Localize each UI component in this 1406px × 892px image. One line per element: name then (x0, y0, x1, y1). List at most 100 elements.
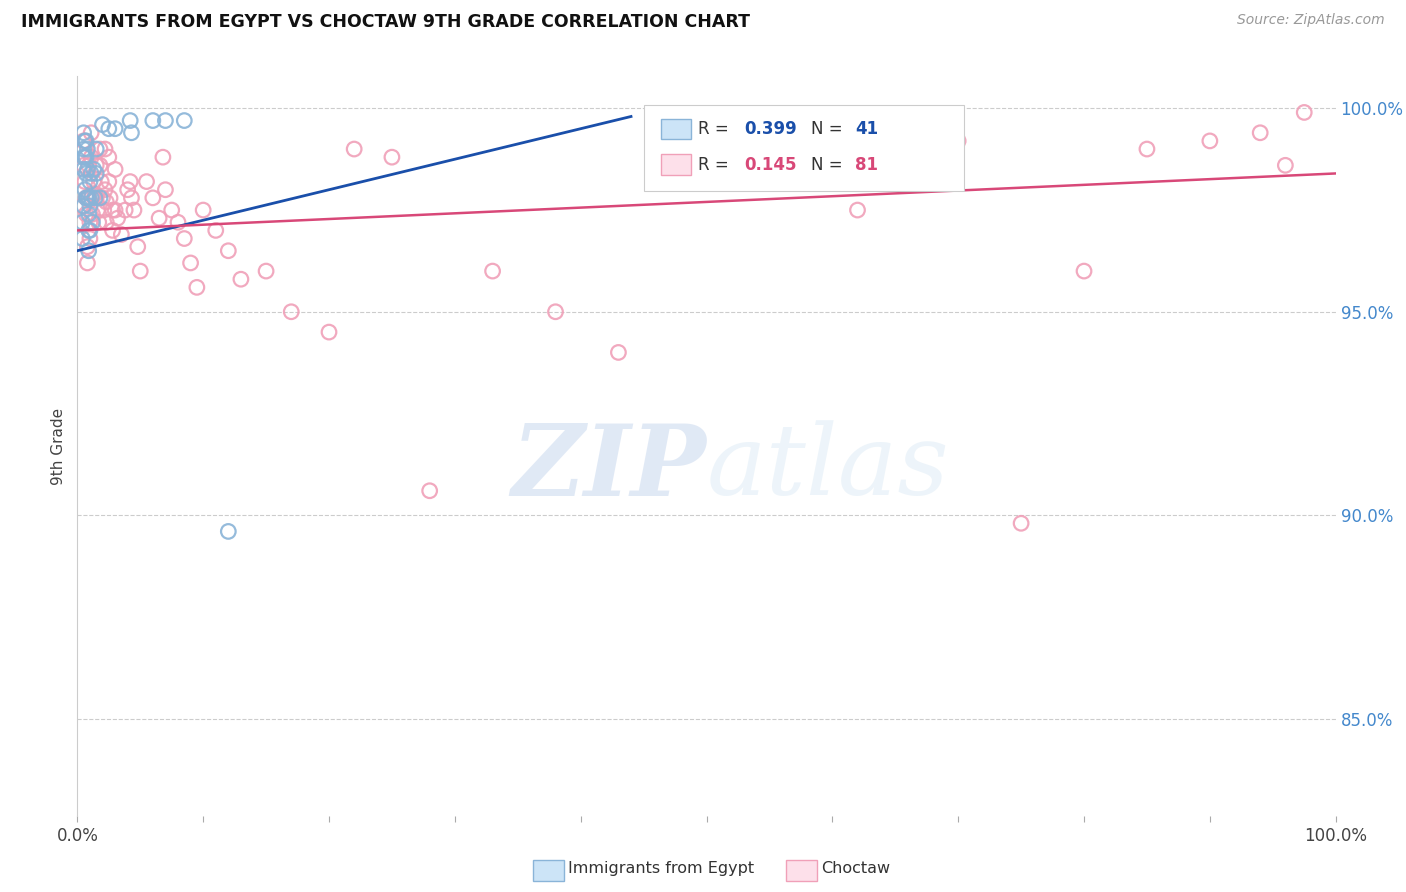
Point (96, 215, 118, 229)
Text: R =: R = (697, 156, 734, 174)
Point (77, 244, 100, 258)
Point (73, 150, 96, 164)
Text: 0.399: 0.399 (744, 120, 797, 138)
Point (98, 191, 121, 205)
Point (1199, 134, 1222, 148)
Point (1136, 142, 1159, 156)
Text: Immigrants from Egypt: Immigrants from Egypt (568, 862, 754, 876)
Point (84, 191, 107, 205)
Text: Choctaw: Choctaw (821, 862, 890, 876)
Point (77, 191, 100, 205)
Point (1274, 158, 1296, 172)
Point (142, 191, 165, 205)
Point (142, 113, 165, 128)
Point (75, 134, 97, 148)
Point (75, 191, 97, 205)
Point (97, 175, 120, 189)
Point (84, 191, 107, 205)
Point (73, 175, 96, 189)
Point (91, 191, 114, 205)
Point (90, 175, 112, 189)
Point (846, 202, 869, 217)
Point (696, 110, 718, 124)
Point (607, 345, 630, 359)
Point (72, 158, 94, 172)
Point (94, 142, 117, 156)
Point (127, 240, 149, 254)
FancyBboxPatch shape (644, 105, 965, 191)
Point (160, 202, 183, 217)
Point (91, 118, 114, 132)
Point (155, 183, 177, 197)
Point (84, 166, 107, 180)
Text: 41: 41 (855, 120, 879, 138)
Point (72, 231, 94, 245)
Point (1249, 126, 1271, 140)
Point (758, 162, 780, 177)
Point (217, 524, 239, 539)
Point (96, 194, 118, 209)
Point (318, 325, 340, 339)
Point (101, 202, 124, 217)
Point (80, 166, 103, 180)
Text: N =: N = (811, 156, 848, 174)
Point (122, 202, 145, 217)
FancyBboxPatch shape (661, 154, 692, 175)
Point (104, 121, 127, 136)
Point (75, 166, 97, 180)
Point (87, 215, 110, 229)
Point (75, 207, 97, 221)
Point (80, 191, 103, 205)
Point (229, 272, 252, 286)
Point (120, 175, 142, 189)
Point (89, 142, 111, 156)
Point (72, 142, 94, 156)
Point (110, 227, 132, 242)
Point (79, 231, 101, 245)
Point (72, 134, 94, 148)
Text: R =: R = (697, 120, 734, 138)
Point (77, 207, 100, 221)
Point (82, 215, 104, 229)
Point (120, 126, 142, 140)
Point (77, 191, 100, 205)
Point (72, 126, 94, 140)
Point (1073, 264, 1095, 278)
Point (84, 186, 107, 201)
Text: 81: 81 (855, 156, 877, 174)
Point (84, 158, 107, 172)
Point (75, 150, 97, 164)
Point (76, 162, 98, 177)
Point (76, 256, 98, 270)
Text: N =: N = (811, 120, 848, 138)
Text: ZIP: ZIP (512, 420, 707, 516)
Point (76, 142, 98, 156)
Point (101, 223, 124, 237)
Point (120, 191, 142, 205)
Point (1010, 516, 1032, 531)
Text: 0.145: 0.145 (744, 156, 797, 174)
Point (73, 183, 96, 197)
Point (173, 231, 195, 245)
FancyBboxPatch shape (661, 119, 692, 139)
Point (117, 183, 139, 197)
Point (191, 202, 215, 217)
Point (104, 202, 127, 217)
Point (148, 211, 170, 226)
Point (72, 199, 94, 213)
Point (83, 162, 105, 177)
Y-axis label: 9th Grade: 9th Grade (51, 408, 66, 484)
Point (89, 158, 111, 172)
Point (167, 215, 190, 229)
Point (186, 280, 208, 294)
Point (79, 175, 101, 189)
Point (544, 305, 567, 319)
Point (97, 150, 120, 164)
Point (204, 223, 226, 237)
Point (80, 150, 103, 164)
Point (72, 150, 94, 164)
Point (114, 202, 136, 217)
Point (93, 202, 115, 217)
Point (84, 142, 107, 156)
Point (79, 215, 101, 229)
